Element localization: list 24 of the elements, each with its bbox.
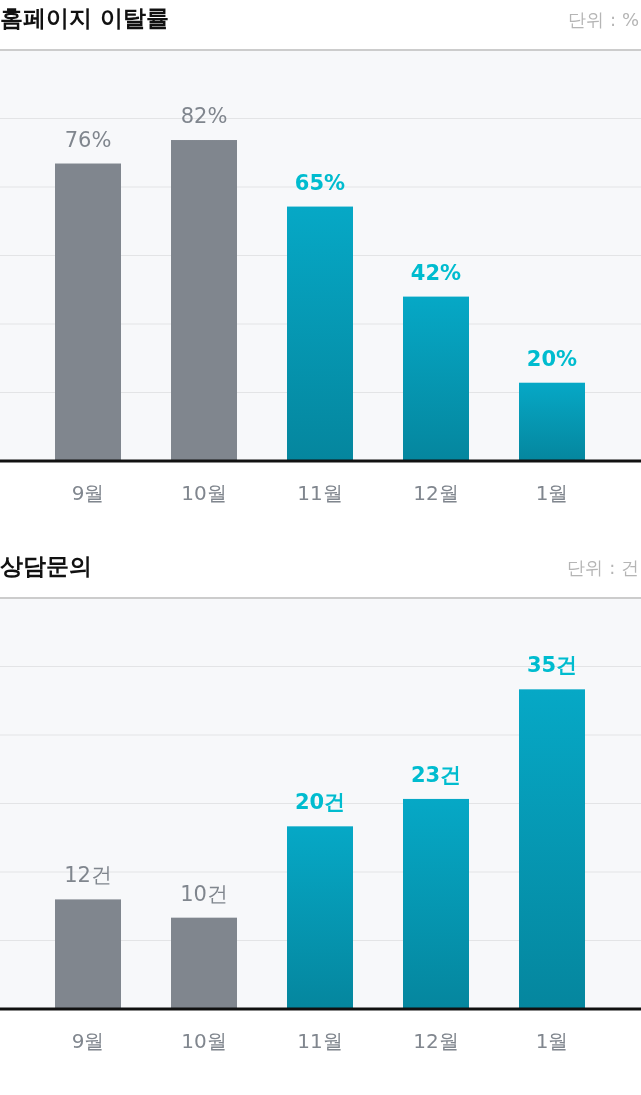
data-label: 76% bbox=[64, 127, 112, 152]
data-label: 20건 bbox=[294, 790, 346, 815]
data-label: 10건 bbox=[180, 881, 228, 906]
x-tick-label: 11월 bbox=[297, 481, 343, 505]
data-label: 12건 bbox=[64, 863, 112, 888]
data-label: 35건 bbox=[526, 653, 578, 678]
text: 단위 : % bbox=[568, 9, 639, 30]
x-tick-label: 1월 bbox=[535, 481, 569, 505]
chart-title: 홈페이지 이탈률 bbox=[0, 5, 170, 31]
x-tick-label: 1월 bbox=[535, 1029, 569, 1053]
x-tick-label: 10월 bbox=[181, 481, 227, 505]
data-label: 65% bbox=[294, 170, 346, 195]
x-tick-label: 10월 bbox=[181, 1029, 227, 1053]
chart-title: 상담문의 bbox=[0, 553, 92, 579]
data-label: 82% bbox=[180, 104, 228, 129]
x-tick-label: 9월 bbox=[71, 481, 105, 505]
x-tick-label: 12월 bbox=[413, 1029, 459, 1053]
x-tick-label: 12월 bbox=[413, 481, 459, 505]
x-tick-label: 11월 bbox=[297, 1029, 343, 1053]
data-label: 42% bbox=[410, 260, 462, 285]
data-label: 23건 bbox=[410, 762, 462, 787]
data-label: 20% bbox=[526, 346, 578, 371]
x-tick-label: 9월 bbox=[71, 1029, 105, 1053]
text: 단위 : 건 bbox=[567, 557, 639, 578]
